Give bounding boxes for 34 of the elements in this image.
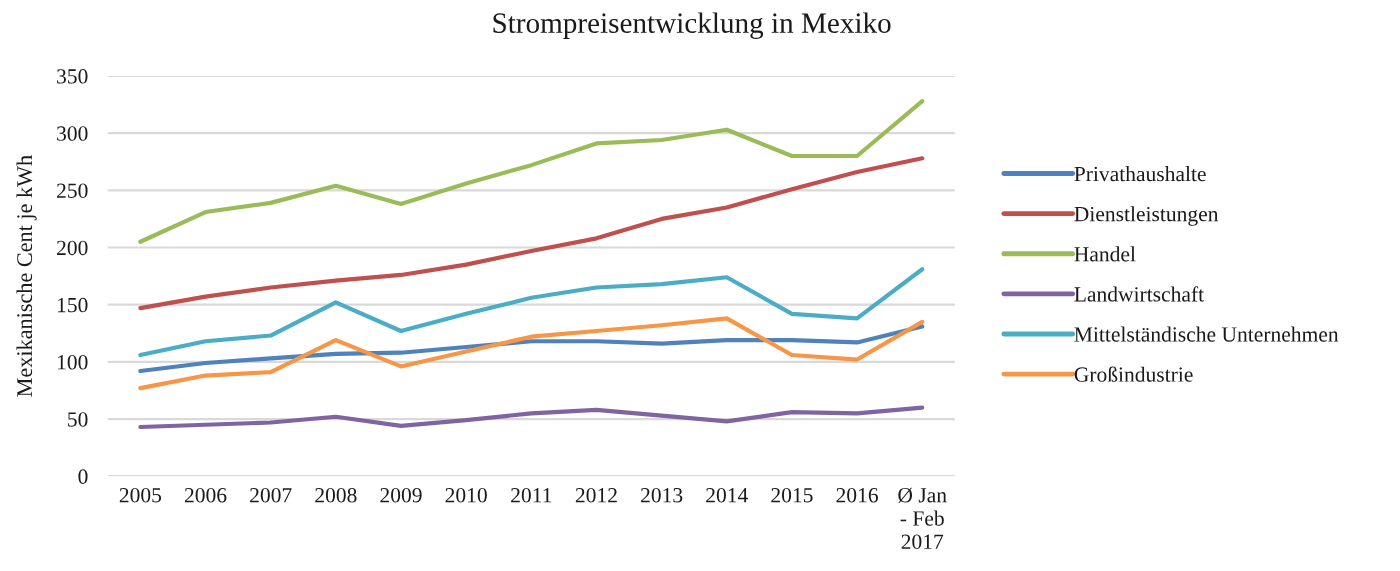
x-tick-label: 2008: [315, 487, 357, 503]
legend-label: Dienstleistungen: [1074, 206, 1219, 226]
line-series: [138, 156, 925, 311]
y-tick-label: 300: [57, 126, 88, 141]
x-tick-label: 2013: [641, 487, 683, 503]
legend-label: Privathaushalte: [1074, 166, 1206, 182]
line-series: [138, 99, 925, 244]
x-tick-label: 2007: [250, 487, 292, 503]
y-tick-label: 200: [57, 240, 88, 256]
line-series: [138, 316, 925, 391]
x-tick-label: 2011: [511, 487, 552, 503]
y-tick-label: 0: [78, 469, 88, 484]
line-series: [138, 267, 925, 358]
legend-label: Großindustrie: [1074, 366, 1193, 382]
legend-label: Landwirtschaft: [1074, 286, 1204, 302]
x-tick-label: 2016: [836, 487, 878, 503]
y-tick-label: 50: [68, 412, 88, 427]
y-tick-label: 350: [57, 69, 88, 84]
y-tick-label: 100: [57, 355, 88, 370]
x-tick-label: 2010: [445, 487, 487, 503]
x-tick-label: 2009: [380, 487, 422, 503]
x-tick-label: 2014: [706, 487, 748, 503]
x-tick-label: Ø Jan - Feb 2017: [898, 487, 947, 549]
line-series: [138, 405, 925, 430]
legend-label: Handel: [1074, 246, 1136, 262]
x-tick-label: 2005: [119, 487, 162, 503]
x-tick-label: 2006: [184, 487, 227, 503]
x-tick-label: 2015: [771, 487, 813, 503]
chart-title: Strompreisentwicklung in Mexiko: [493, 12, 891, 39]
y-tick-label: 150: [57, 297, 88, 313]
x-tick-label: 2012: [575, 487, 617, 503]
y-tick-label: 250: [57, 183, 88, 198]
legend-label: Mittelständische Unternehmen: [1074, 326, 1339, 342]
y-axis-title: Mexikanische Cent je kWh: [16, 155, 37, 397]
